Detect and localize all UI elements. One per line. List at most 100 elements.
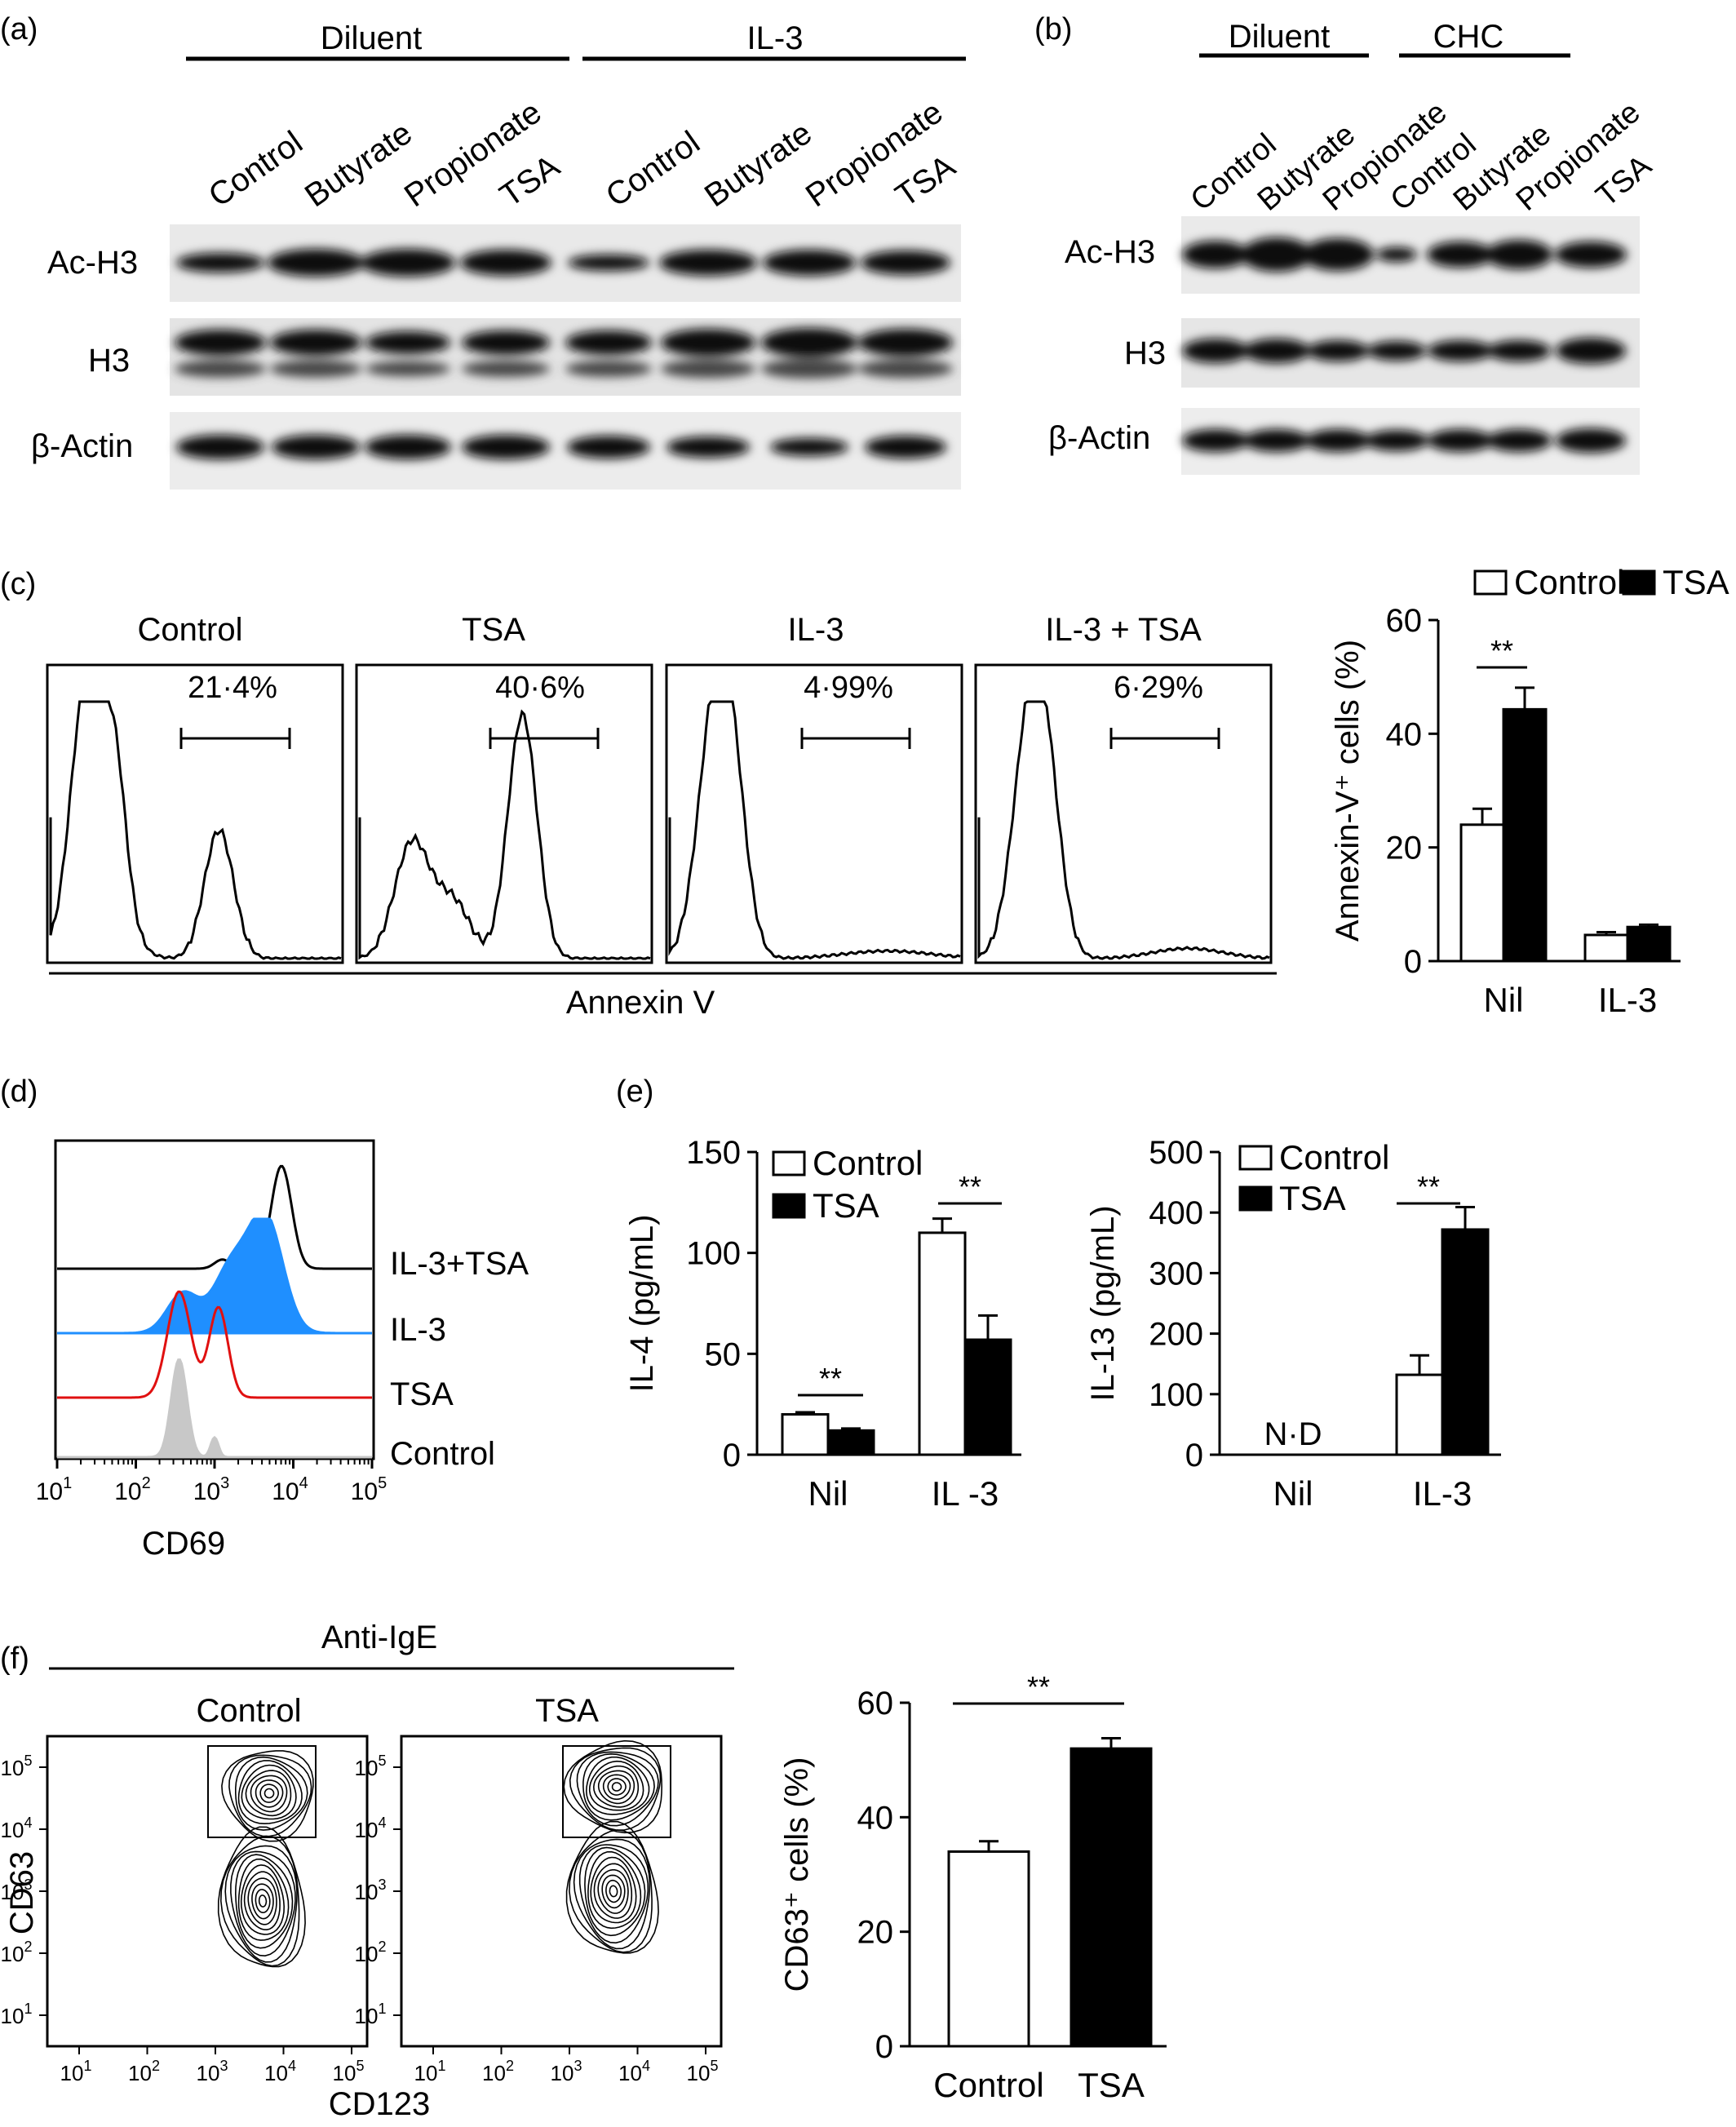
contour-group-label: Anti-IgE (321, 1620, 437, 1655)
significance-marker: ** (1490, 634, 1513, 667)
contour-ticks: 101 102 103 104 105 101 102 103 104 105 101 102 103 1… (1, 1753, 719, 2085)
y-tick-label: 400 (1149, 1195, 1203, 1231)
cd69-trace (57, 1164, 372, 1270)
contour-x-tick-label: 102 (482, 2058, 514, 2085)
contour-line (601, 1874, 626, 1909)
x-tick-label: IL-3 (1598, 981, 1657, 1019)
cd69-track-label: IL-3 (390, 1312, 446, 1348)
blot-band (361, 249, 455, 277)
cd69-tick-exponent: 2 (142, 1474, 151, 1492)
bar (1583, 933, 1629, 963)
contour-tick-exponent: 5 (710, 2058, 718, 2074)
panel-f: (f) Anti-IgE Control TSA 101 102 103 104 105… (0, 1620, 734, 2122)
blot-a-lane-label: TSA (494, 148, 566, 215)
blot-band (462, 330, 550, 355)
histogram-trace (49, 700, 342, 960)
blot-band (462, 361, 550, 377)
blot-a-bands (175, 249, 953, 459)
contour-line (250, 1775, 288, 1813)
contour-line (582, 1753, 655, 1821)
contour-tick-exponent: 4 (24, 1815, 32, 1831)
panel-a: (a) Diluent IL-3 Control Butyrate Propio… (0, 12, 966, 490)
contour-x-tick-label: 102 (128, 2058, 160, 2085)
blot-b-group-chc: CHC (1433, 19, 1504, 55)
cd69-trace (57, 1358, 372, 1459)
contour-line (611, 1782, 622, 1792)
contour-line (255, 1889, 271, 1914)
contour-line (234, 1854, 294, 1949)
blot-a-lane-label: Butyrate (698, 115, 818, 214)
contour-line (258, 1894, 268, 1908)
blot-a-lane-label: Butyrate (299, 115, 418, 214)
contour-tick-exponent: 3 (574, 2058, 582, 2074)
blot-band (1367, 341, 1426, 361)
contour-tick-exponent: 2 (506, 2058, 514, 2074)
legend-swatch (1238, 1145, 1273, 1171)
contour-y-tick-label: 104 (355, 1815, 387, 1842)
gate-percent: 40·6% (495, 671, 585, 705)
blot-b-bands (1182, 237, 1627, 453)
blot-b-row-label: Ac-H3 (1065, 234, 1155, 270)
blot-band (666, 436, 750, 458)
x-tick-label: Nil (1484, 981, 1524, 1019)
legend-label: TSA (813, 1186, 879, 1225)
annexin-histogram-tsa: TSA 40·6% (355, 612, 653, 964)
panel-b: (b) Diluent CHC Control Butyrate Propion… (1034, 12, 1658, 475)
blot-a-lane-label: TSA (889, 148, 962, 215)
blot-band (176, 435, 264, 459)
blot-b-lane-labels: Control Butyrate Propionate Control Buty… (1185, 95, 1658, 218)
contour-line (230, 1850, 296, 1957)
blot-band (1182, 429, 1249, 452)
contour-line (597, 1869, 629, 1914)
blot-band (365, 331, 450, 354)
panel-label-e: (e) (616, 1075, 653, 1109)
contour-x-tick-label: 103 (551, 2058, 582, 2085)
contour-line (243, 1871, 281, 1931)
gate-bracket (1109, 728, 1220, 749)
contour-title: TSA (535, 1693, 599, 1729)
bar (781, 1413, 830, 1456)
blot-a-lane-label: Control (202, 124, 309, 214)
legend-label: Control (1514, 563, 1624, 601)
histogram-title: TSA (462, 612, 525, 648)
blot-band (858, 329, 953, 357)
contour-y-tick-label: 101 (1, 2001, 33, 2028)
contour-y-tick-label: 101 (355, 2001, 387, 2028)
gate-bracket (800, 728, 911, 749)
contour-tick-exponent: 3 (378, 1877, 386, 1893)
bar (826, 1429, 875, 1456)
contour-y-label: CD63 (4, 1851, 40, 1934)
significance-marker: ** (959, 1170, 981, 1203)
blot-band (270, 330, 361, 356)
significance-marker: ** (819, 1362, 842, 1395)
blot-band (175, 360, 266, 378)
x-tick-label: Nil (1273, 1474, 1313, 1513)
contour-y-tick-label: 104 (1, 1815, 33, 1842)
contour-y-tick-label: 105 (355, 1753, 387, 1780)
contour-title: Control (197, 1693, 302, 1729)
x-tick-label: Nil (808, 1474, 848, 1513)
cd69-tick-exponent: 3 (220, 1474, 229, 1492)
legend-swatch (772, 1150, 806, 1176)
blot-band (365, 361, 450, 377)
contour-x-tick-label: 104 (264, 2058, 296, 2085)
y-tick-label: 20 (857, 1915, 894, 1951)
y-tick-label: 500 (1149, 1135, 1203, 1171)
contour-tick-exponent: 2 (378, 1939, 386, 1955)
contour-line (241, 1764, 297, 1820)
contour-tick-exponent: 4 (288, 2058, 296, 2074)
legend-swatch (1622, 569, 1656, 596)
y-tick-label: 200 (1149, 1317, 1203, 1353)
contour-y-tick-label: 103 (355, 1877, 387, 1904)
bar (1626, 925, 1672, 963)
histogram-title: Control (138, 612, 243, 648)
histogram-trace (977, 700, 1270, 960)
cd69-tick-exponent: 4 (299, 1474, 308, 1492)
blot-band (565, 330, 652, 355)
y-tick-label: 100 (686, 1236, 741, 1272)
bar (1459, 823, 1505, 963)
blot-a-row-label: β-Actin (31, 428, 133, 464)
contour-x-tick-label: 101 (414, 2058, 446, 2085)
contour-tick-exponent: 4 (378, 1815, 386, 1831)
annexin-histogram-il3: IL-3 4·99% (665, 612, 963, 964)
